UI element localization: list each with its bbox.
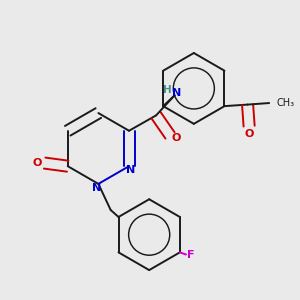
Text: CH₃: CH₃	[277, 98, 295, 108]
Text: N: N	[126, 165, 136, 175]
Text: O: O	[32, 158, 42, 168]
Text: O: O	[172, 134, 181, 143]
Text: O: O	[244, 129, 254, 139]
Text: F: F	[188, 250, 195, 260]
Text: H: H	[163, 85, 171, 95]
Text: N: N	[172, 88, 181, 98]
Text: N: N	[92, 183, 101, 193]
